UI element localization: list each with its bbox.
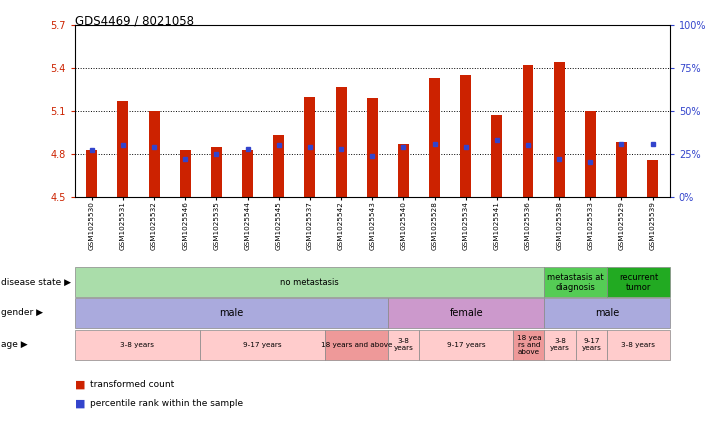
Text: recurrent
tumor: recurrent tumor: [619, 273, 658, 292]
Bar: [180, 150, 191, 197]
Bar: [367, 98, 378, 197]
Text: ■: ■: [75, 399, 85, 409]
Text: 3-8
years: 3-8 years: [550, 338, 570, 351]
Bar: [117, 101, 129, 197]
Text: no metastasis: no metastasis: [280, 278, 339, 287]
Text: 18 yea
rs and
above: 18 yea rs and above: [516, 335, 541, 354]
Text: metastasis at
diagnosis: metastasis at diagnosis: [547, 273, 604, 292]
Bar: [336, 87, 346, 197]
Text: 3-8
years: 3-8 years: [394, 338, 414, 351]
Bar: [647, 159, 658, 197]
Text: disease state ▶: disease state ▶: [1, 278, 70, 287]
Bar: [273, 135, 284, 197]
Bar: [149, 111, 159, 197]
Bar: [491, 115, 502, 197]
Text: transformed count: transformed count: [90, 380, 174, 390]
Bar: [554, 63, 565, 197]
Bar: [211, 147, 222, 197]
Text: male: male: [219, 308, 243, 318]
Bar: [429, 78, 440, 197]
Text: male: male: [595, 308, 619, 318]
Bar: [616, 143, 627, 197]
Text: ■: ■: [75, 380, 85, 390]
Bar: [86, 150, 97, 197]
Bar: [460, 75, 471, 197]
Text: percentile rank within the sample: percentile rank within the sample: [90, 399, 243, 409]
Text: 3-8 years: 3-8 years: [120, 341, 154, 348]
Bar: [585, 111, 596, 197]
Text: 9-17 years: 9-17 years: [243, 341, 282, 348]
Text: 9-17
years: 9-17 years: [582, 338, 602, 351]
Bar: [398, 144, 409, 197]
Bar: [304, 97, 316, 197]
Text: 18 years and above: 18 years and above: [321, 341, 392, 348]
Text: GDS4469 / 8021058: GDS4469 / 8021058: [75, 15, 193, 28]
Text: age ▶: age ▶: [1, 340, 27, 349]
Text: female: female: [449, 308, 483, 318]
Bar: [242, 150, 253, 197]
Text: 9-17 years: 9-17 years: [447, 341, 486, 348]
Text: gender ▶: gender ▶: [1, 308, 43, 317]
Bar: [523, 66, 533, 197]
Text: 3-8 years: 3-8 years: [621, 341, 656, 348]
